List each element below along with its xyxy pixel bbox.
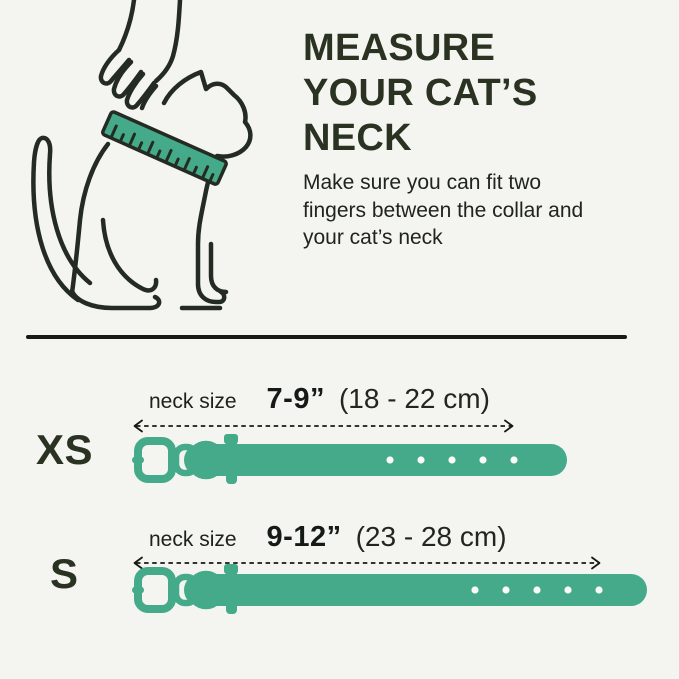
cat-tail bbox=[31, 135, 93, 303]
size-row-xs: XS neck size 7-9” (18 - 22 cm) bbox=[0, 370, 679, 520]
hand-finger bbox=[98, 47, 132, 86]
divider-line bbox=[26, 335, 627, 339]
collar-graphic-xs bbox=[132, 434, 567, 484]
title-line-2: YOUR CAT’S bbox=[303, 72, 538, 114]
spec-line-s: neck size 9-12” (23 - 28 cm) bbox=[149, 521, 507, 554]
size-row-s: S neck size 9-12” (23 - 28 cm) bbox=[0, 508, 679, 668]
neck-size-label: neck size bbox=[149, 528, 237, 551]
page-title: MEASURE YOUR CAT’S NECK bbox=[303, 26, 633, 161]
instruction-text: Make sure you can fit two fingers betwee… bbox=[303, 171, 584, 249]
hand-finger bbox=[139, 83, 159, 111]
cat-front-leg bbox=[208, 241, 229, 295]
cat-back bbox=[69, 141, 111, 296]
cm-value-xs: (18 - 22 cm) bbox=[338, 383, 490, 414]
measuring-tape-icon bbox=[101, 110, 228, 186]
range-arrow-icon bbox=[133, 419, 514, 433]
title-line-3: NECK bbox=[303, 117, 412, 159]
spec-line-xs: neck size 7-9” (18 - 22 cm) bbox=[149, 383, 490, 416]
cat-haunch bbox=[100, 217, 159, 293]
range-arrow-icon bbox=[133, 556, 601, 570]
cat-head-and-chest bbox=[161, 69, 253, 305]
inches-value-s: 9-12” bbox=[266, 521, 342, 553]
hand-wrist-left bbox=[116, 0, 137, 53]
collar-holes bbox=[386, 456, 518, 464]
hand-wrist-right bbox=[153, 0, 183, 84]
size-label-s: S bbox=[50, 550, 79, 597]
collar-holes bbox=[471, 586, 603, 594]
title-line-1: MEASURE bbox=[303, 27, 496, 69]
hand-finger bbox=[111, 59, 144, 99]
collar-graphic-s bbox=[132, 564, 647, 614]
cm-value-s: (23 - 28 cm) bbox=[355, 521, 507, 552]
cat-measurement-illustration bbox=[31, 0, 253, 311]
hand-finger bbox=[124, 71, 157, 110]
inches-value-xs: 7-9” bbox=[266, 383, 325, 415]
size-label-xs: XS bbox=[36, 426, 94, 473]
neck-size-label: neck size bbox=[149, 390, 237, 413]
cat-hind-paw bbox=[69, 288, 162, 311]
